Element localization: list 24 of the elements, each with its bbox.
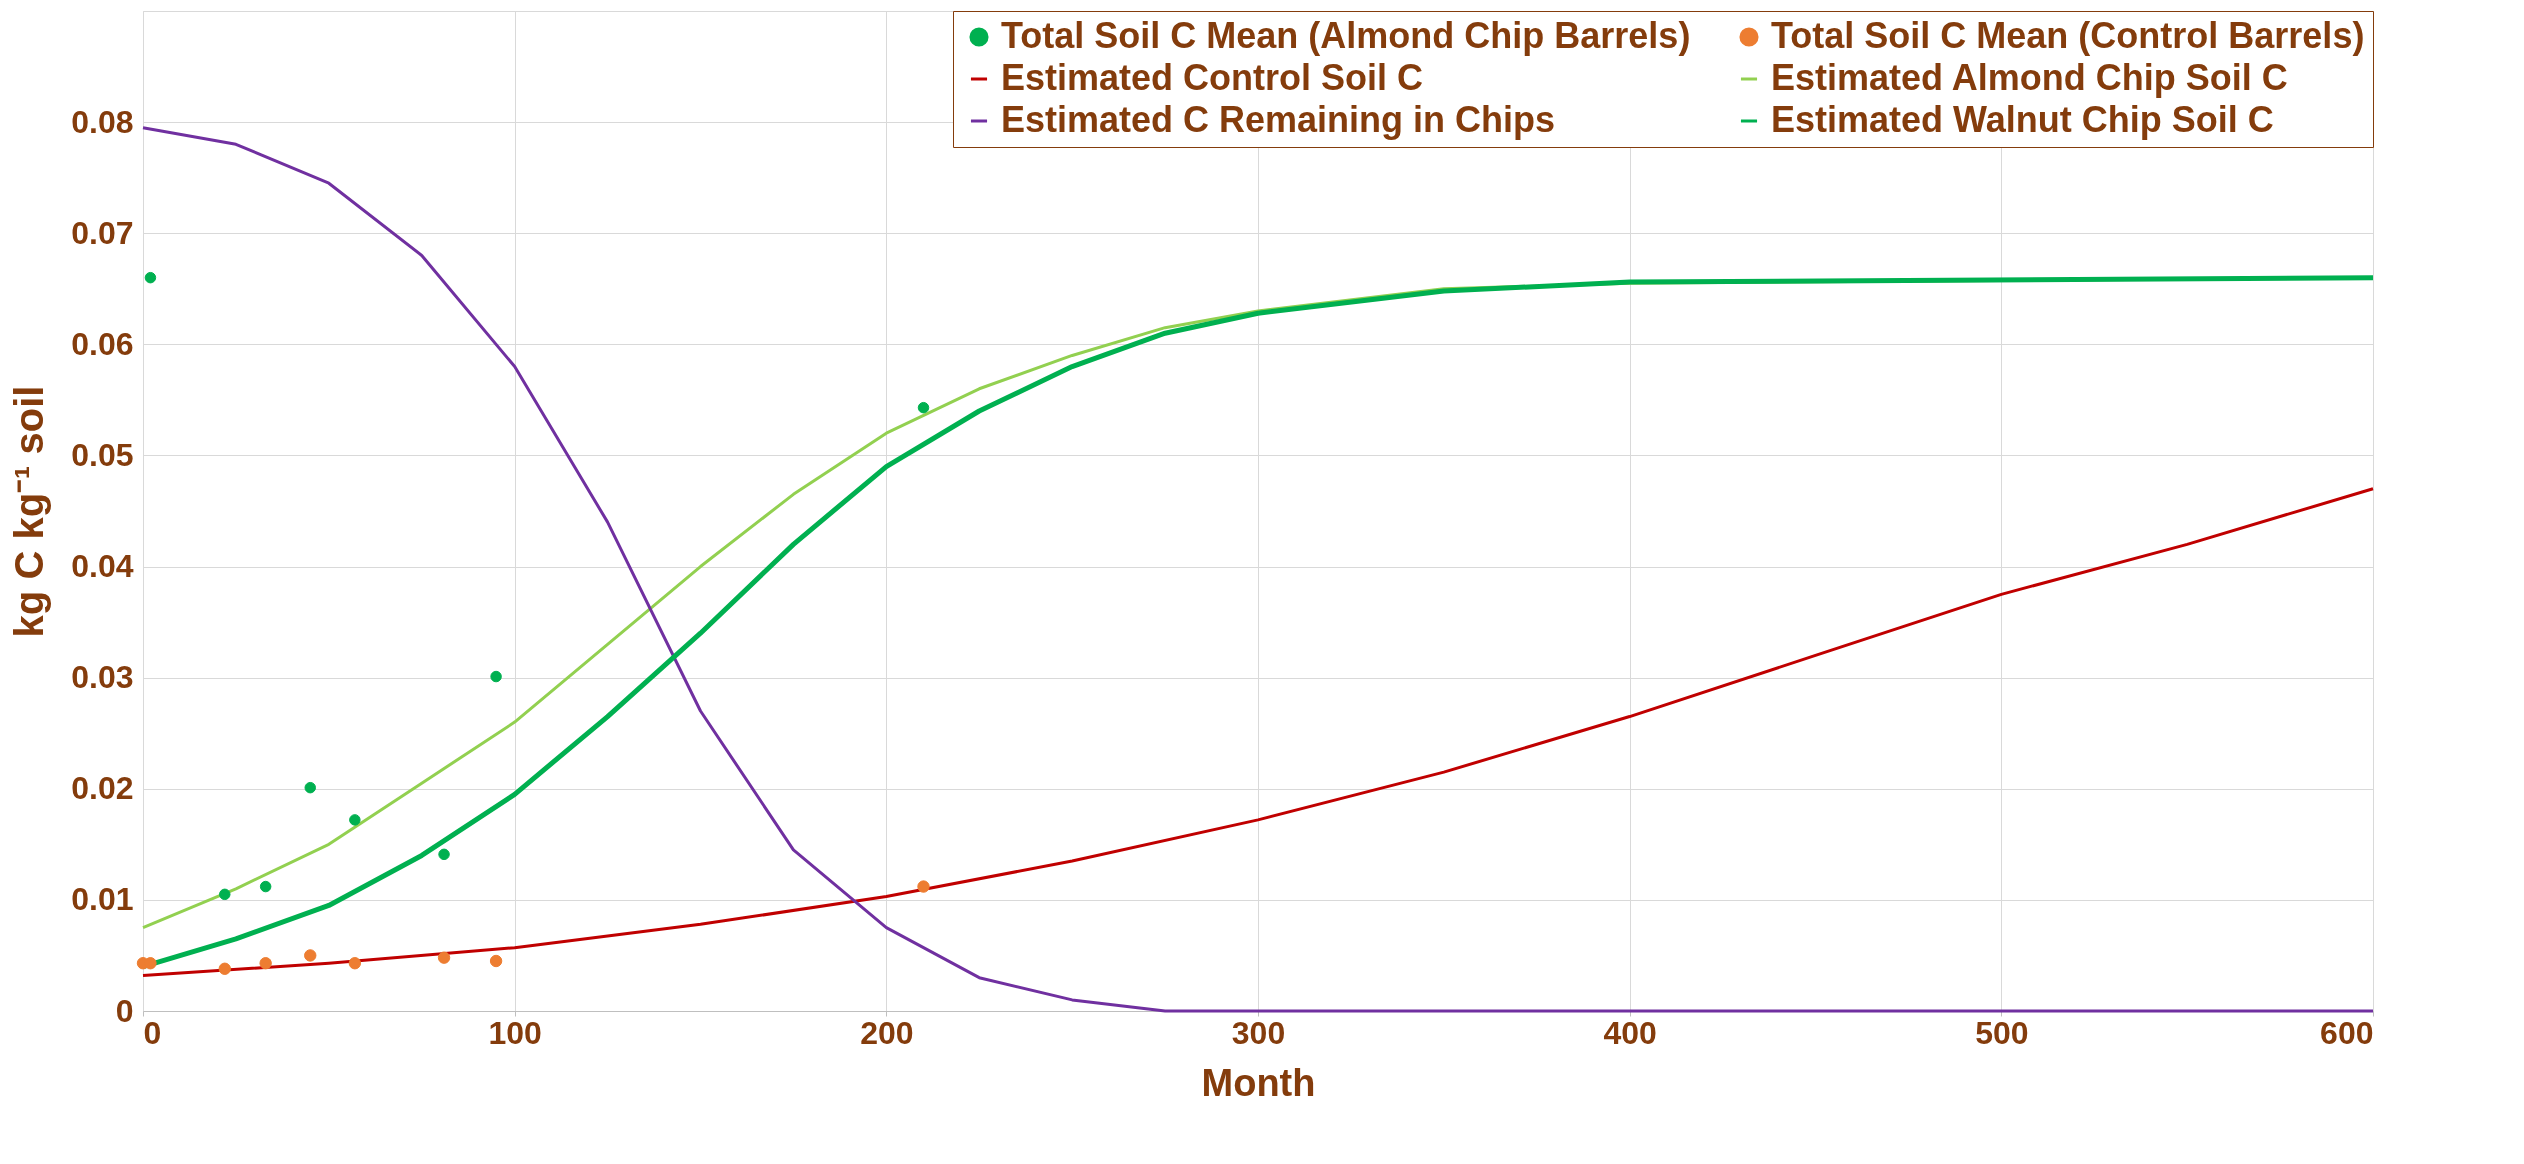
legend-label: Estimated Walnut Chip Soil C: [1771, 99, 2274, 140]
y-tick-label: 0.03: [71, 659, 134, 696]
legend-label: Estimated Almond Chip Soil C: [1771, 57, 2288, 98]
legend-label: Estimated Control Soil C: [1001, 57, 1424, 98]
y-tick-label: 0.07: [71, 214, 134, 251]
x-axis-title: Month: [1201, 1061, 1316, 1104]
y-axis-title: kg C kg⁻¹ soil: [7, 385, 52, 638]
x-tick-label: 600: [2320, 1014, 2374, 1051]
x-tick-label: 400: [1603, 1014, 1657, 1051]
legend-label: Estimated C Remaining in Chips: [1001, 99, 1556, 140]
x-tick-label: 100: [488, 1014, 542, 1051]
legend-label: Total Soil C Mean (Control Barrels): [1771, 15, 2365, 56]
x-tick-label: 0: [143, 1014, 162, 1051]
y-tick-label: 0.02: [71, 770, 134, 807]
x-tick-label: 200: [860, 1014, 914, 1051]
y-tick-label: 0.05: [71, 436, 134, 473]
y-tick-label: 0.04: [71, 548, 134, 585]
line-series: [141, 487, 2375, 977]
legend-label: Total Soil C Mean (Almond Chip Barrels): [1001, 15, 1691, 56]
y-tick-label: 0.01: [71, 881, 134, 918]
x-tick-label: 500: [1975, 1014, 2029, 1051]
y-tick-label: 0.08: [71, 103, 134, 140]
y-tick-label: 0.06: [71, 325, 134, 362]
x-tick-label: 300: [1231, 1014, 1286, 1051]
